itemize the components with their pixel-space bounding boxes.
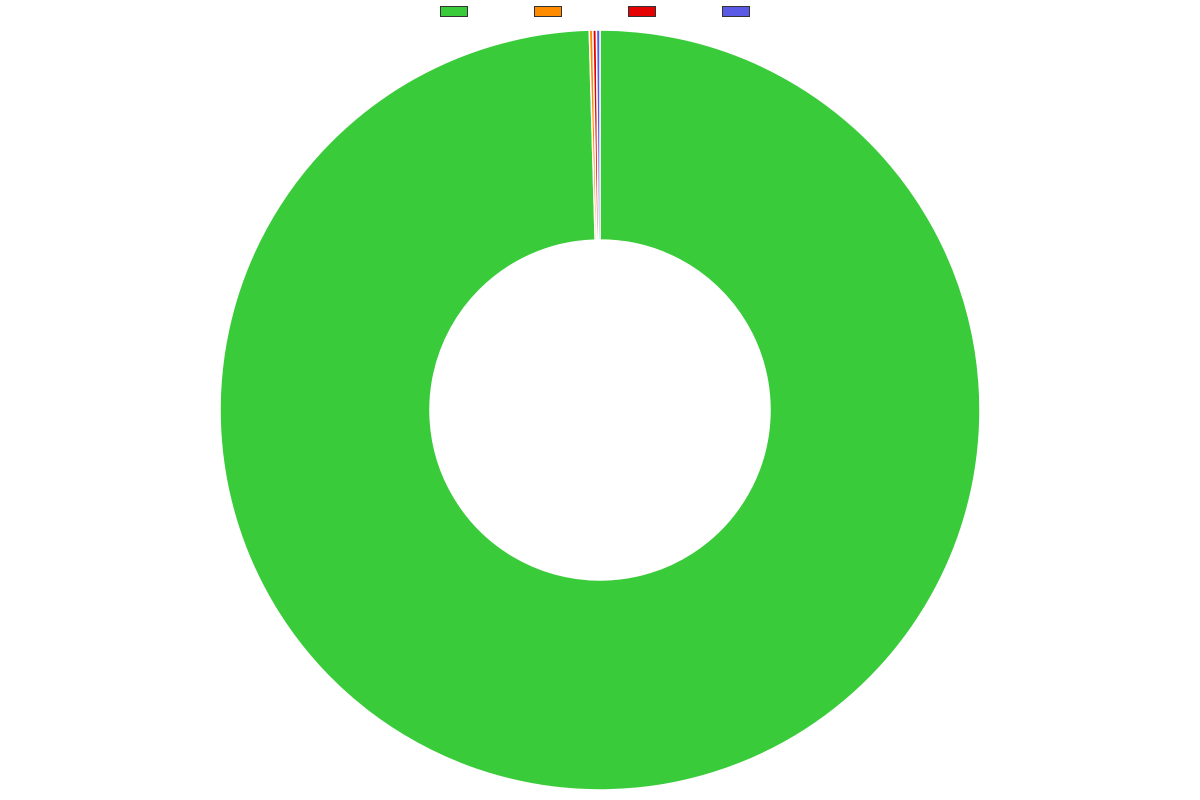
- legend-label: [756, 6, 760, 17]
- legend-item: [628, 6, 666, 17]
- legend-label: [568, 6, 572, 17]
- legend-label: [662, 6, 666, 17]
- legend-swatch-icon: [534, 6, 562, 17]
- donut-plot-area: [0, 20, 1200, 800]
- legend-swatch-icon: [440, 6, 468, 17]
- legend-item: [534, 6, 572, 17]
- legend-item: [440, 6, 478, 17]
- donut-svg: [0, 20, 1200, 800]
- legend-swatch-icon: [722, 6, 750, 17]
- donut-chart-container: [0, 0, 1200, 800]
- legend-item: [722, 6, 760, 17]
- legend-label: [474, 6, 478, 17]
- chart-legend: [0, 6, 1200, 17]
- legend-swatch-icon: [628, 6, 656, 17]
